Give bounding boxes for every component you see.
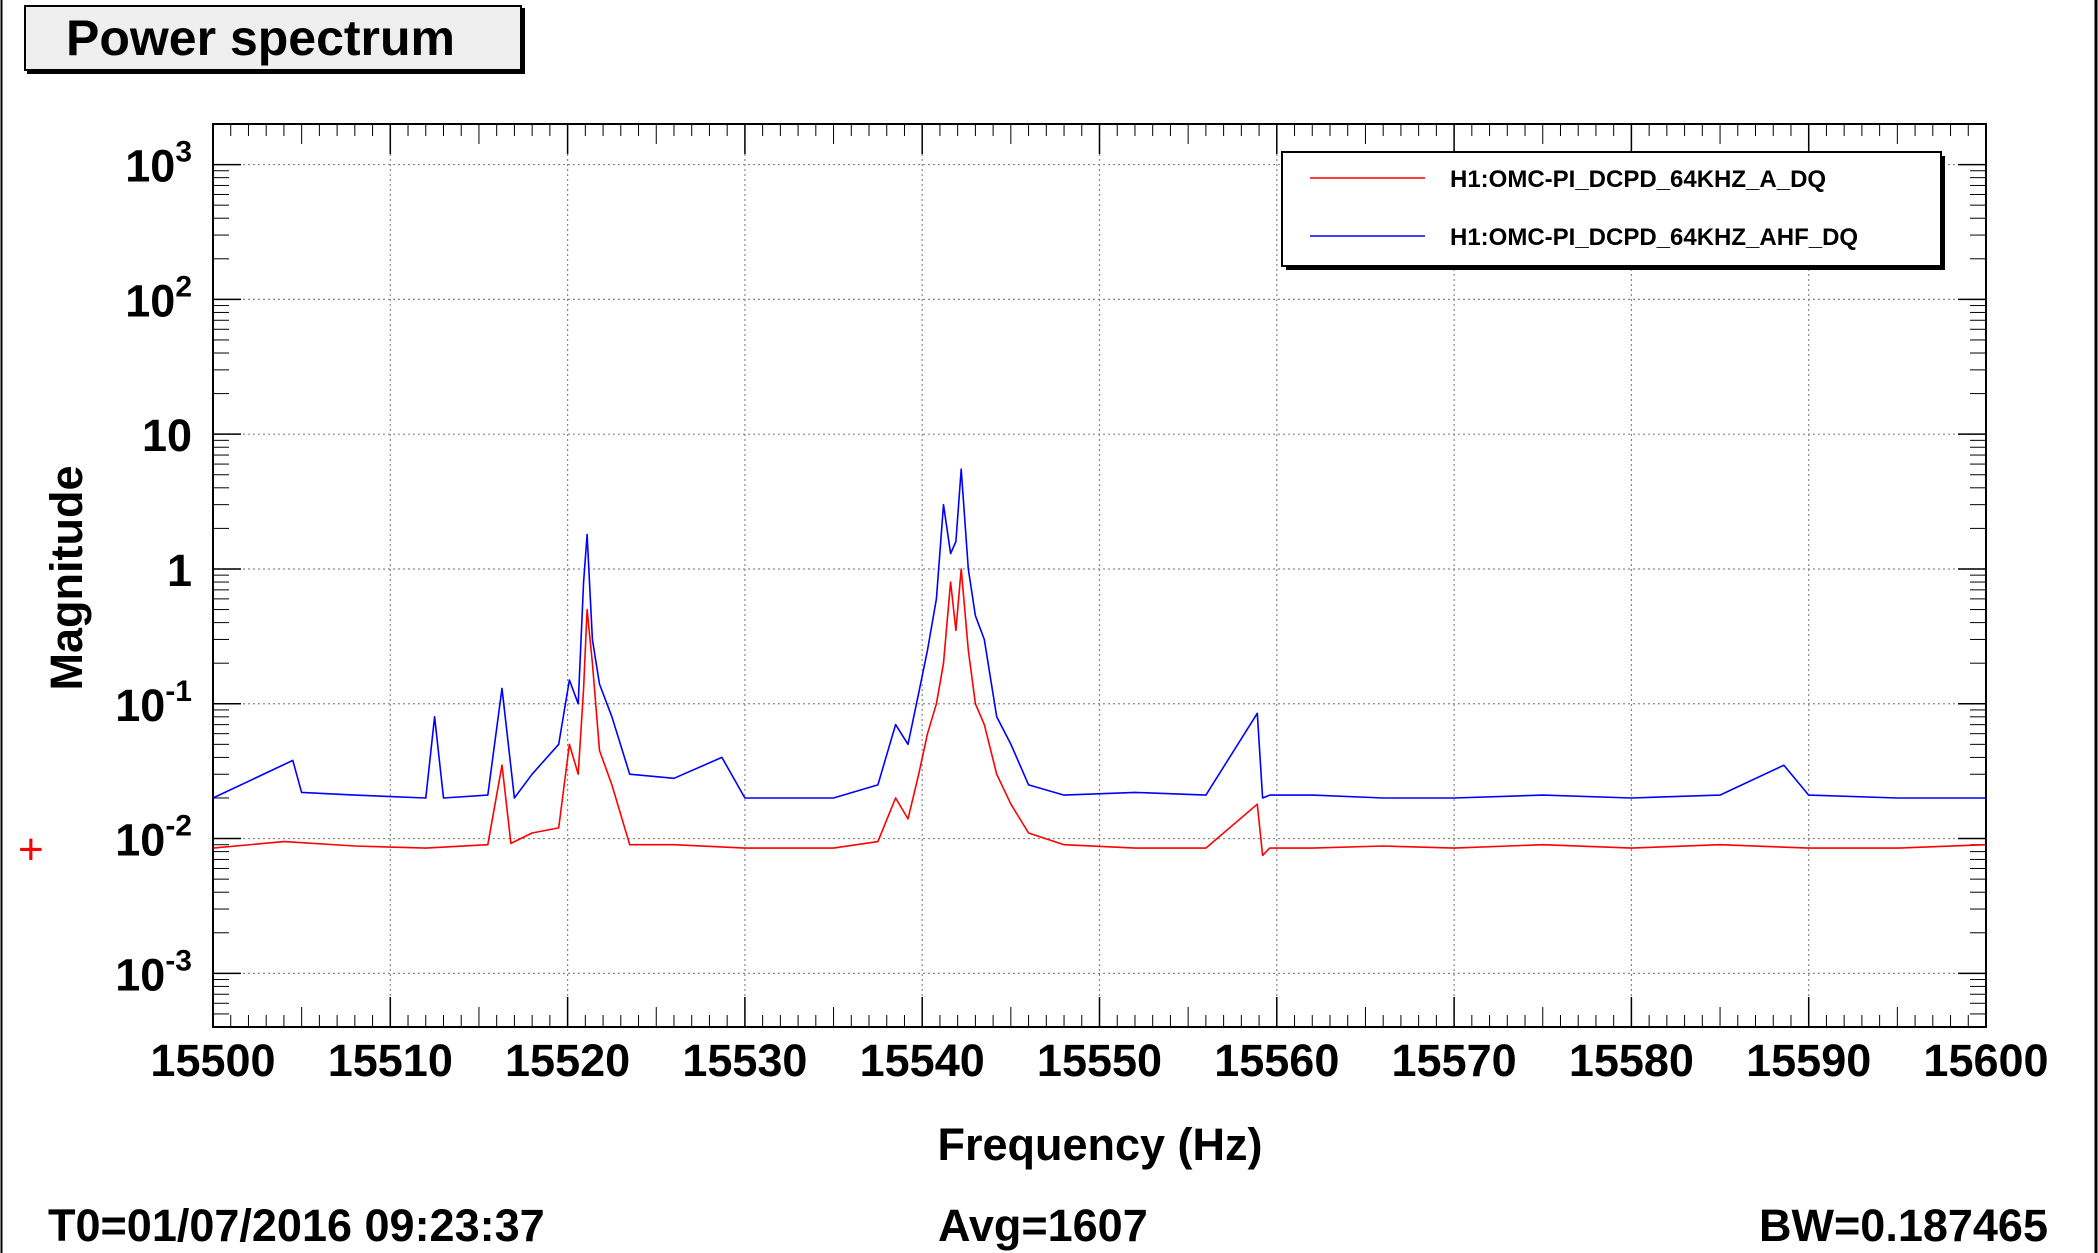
x-tick-label: 15500 (150, 1035, 275, 1086)
data-series (212, 468, 1987, 857)
x-tick-label: 15590 (1746, 1035, 1871, 1086)
legend-label-series-a: H1:OMC-PI_DCPD_64KHZ_A_DQ (1450, 166, 1826, 193)
x-tick-labels: 15500 15510 15520 15530 15540 15550 15560 15570… (150, 1035, 2048, 1086)
footer-bandwidth: BW=0.187465 (1759, 1200, 2048, 1251)
y-tick-label: 10-3 (115, 944, 192, 1000)
x-tick-label: 15510 (328, 1035, 453, 1086)
x-tick-label: 15560 (1214, 1035, 1339, 1086)
y-tick-label: 1 (167, 545, 192, 596)
x-tick-label: 15540 (860, 1035, 985, 1086)
x-tick-label: 15530 (682, 1035, 807, 1086)
footer-start-time: T0=01/07/2016 09:23:37 (48, 1200, 545, 1251)
x-tick-label: 15580 (1569, 1035, 1694, 1086)
legend-box (1281, 151, 1942, 267)
series-line-a-dq (212, 568, 1987, 857)
x-tick-label: 15550 (1037, 1035, 1162, 1086)
x-tick-label: 15520 (505, 1035, 630, 1086)
y-tick-label: 10-1 (115, 675, 192, 731)
y-tick-labels: 10-3 10-2 10-1 1 10 102 103 (115, 136, 192, 1001)
x-tick-label: 15570 (1392, 1035, 1517, 1086)
series-line-ahf-dq (212, 468, 1986, 799)
x-tick-label: 15600 (1923, 1035, 2048, 1086)
y-tick-label: 10 (142, 410, 192, 461)
y-axis-label: Magnitude (41, 466, 92, 691)
legend: H1:OMC-PI_DCPD_64KHZ_A_DQ H1:OMC-PI_DCPD… (1281, 151, 1945, 270)
grid-lines (212, 124, 1987, 1027)
legend-label-series-ahf: H1:OMC-PI_DCPD_64KHZ_AHF_DQ (1450, 224, 1858, 251)
marker-cross-icon: + (18, 825, 44, 874)
y-tick-label: 102 (125, 270, 192, 326)
y-tick-label: 10-2 (115, 810, 192, 866)
y-tick-label: 103 (125, 136, 192, 192)
chart-title: Power spectrum (24, 5, 522, 71)
x-axis-label: Frequency (Hz) (937, 1119, 1262, 1170)
plot-frame (212, 123, 1987, 1028)
footer-averages: Avg=1607 (938, 1200, 1148, 1251)
axis-ticks (212, 123, 1987, 1028)
